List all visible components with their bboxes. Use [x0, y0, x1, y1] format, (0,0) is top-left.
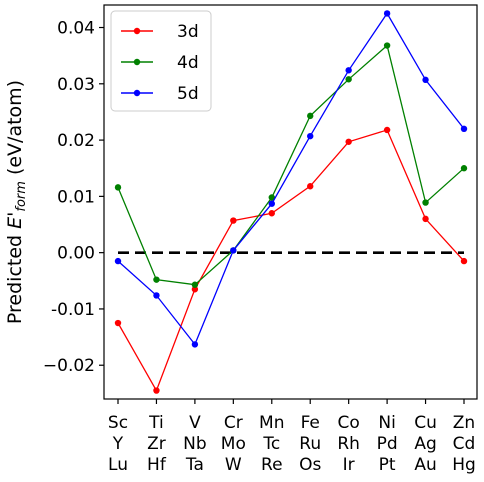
x-tick-label: Rh [337, 434, 360, 454]
y-tick-label: 0.01 [57, 187, 95, 207]
x-tick-label: Os [299, 455, 321, 475]
legend-label-5d: 5d [177, 84, 199, 104]
data-point-4d [307, 112, 314, 120]
legend-marker-4d [133, 58, 141, 66]
plot-area-border [103, 4, 478, 400]
data-point-5d [230, 247, 237, 254]
data-point-4d [114, 184, 122, 191]
data-point-5d [191, 341, 199, 348]
x-tick-label: Zn [453, 413, 475, 433]
data-point-5d [114, 257, 122, 265]
data-point-3d [114, 319, 122, 327]
x-tick-label: V [189, 413, 201, 433]
data-point-5d [460, 125, 468, 133]
x-tick-label: Nb [183, 434, 207, 454]
x-tick-label: Co [338, 413, 360, 433]
y-tick-label: 0.04 [57, 19, 95, 39]
x-tick-label: Ag [414, 434, 436, 454]
y-axis-label: Predicted E'form (eV/atom) [4, 80, 29, 324]
data-point-3d [153, 387, 160, 394]
y-tick-label: 0.02 [57, 131, 95, 151]
data-point-4d [345, 76, 352, 83]
series-layer [114, 10, 468, 394]
x-tick-label: Au [414, 455, 436, 475]
y-axis: 0.04 0.03 0.02 0.01 0.00 -0.01 −0.02 [43, 19, 104, 376]
x-tick-label: Mo [221, 434, 246, 454]
y-axis-title-prefix: Predicted [4, 229, 26, 324]
x-tick-label: Ru [299, 434, 321, 454]
data-point-5d [345, 67, 352, 74]
legend-label-3d: 3d [177, 22, 199, 42]
data-point-3d [345, 138, 352, 145]
data-point-4d [153, 276, 160, 283]
data-point-5d [383, 10, 391, 17]
data-point-3d [422, 215, 429, 223]
y-tick-label: 0.00 [57, 244, 95, 264]
data-point-4d [460, 165, 468, 172]
x-tick-label: Ti [148, 413, 164, 433]
data-point-4d [191, 281, 199, 288]
data-point-5d [307, 132, 314, 140]
data-point-4d [383, 42, 391, 49]
x-tick-label: Ir [343, 455, 355, 475]
x-tick-label: Ni [378, 413, 395, 433]
y-tick-label: −0.02 [43, 356, 95, 376]
x-tick-label: Tc [262, 434, 280, 454]
data-point-3d [230, 217, 237, 224]
data-point-4d [422, 199, 429, 206]
x-tick-label: Y [112, 434, 124, 454]
y-axis-title-suffix: (eV/atom) [4, 80, 26, 181]
x-tick-label: Fe [301, 413, 320, 433]
series-4d [114, 42, 468, 288]
data-point-5d [268, 200, 275, 207]
data-point-3d [191, 286, 199, 293]
x-tick-label: Mn [259, 413, 284, 433]
y-tick-label: -0.01 [51, 300, 95, 320]
data-point-4d [268, 194, 275, 201]
series-line-5d [117, 12, 465, 346]
y-tick-label: 0.03 [57, 75, 95, 95]
legend-box [110, 10, 212, 112]
data-point-3d [307, 183, 314, 190]
x-tick-label: Sc [108, 413, 128, 433]
x-tick-label: Ta [185, 455, 204, 475]
x-tick-label: W [225, 455, 242, 475]
y-axis-title-symbol: E' [4, 212, 26, 229]
x-tick-label: Zr [147, 434, 166, 454]
plot-frame [103, 4, 478, 400]
legend: 3d 4d 5d [110, 10, 212, 112]
y-axis-title-subscript: form [14, 181, 29, 212]
data-point-3d [383, 126, 391, 134]
x-tick-label: Hf [147, 455, 167, 475]
data-point-3d [460, 257, 468, 265]
x-tick-label: Cd [453, 434, 476, 454]
y-axis-title: Predicted E'form (eV/atom) [4, 80, 29, 324]
series-line-3d [117, 129, 465, 393]
series-line-4d [117, 44, 465, 286]
series-3d [114, 126, 468, 394]
x-tick-label: Pt [379, 455, 396, 475]
series-5d [114, 10, 468, 348]
legend-marker-5d [133, 89, 141, 97]
legend-label-4d: 4d [177, 53, 199, 73]
data-point-3d [268, 210, 275, 217]
x-tick-label: Cr [224, 413, 243, 433]
data-point-5d [422, 76, 429, 84]
x-tick-label: Re [261, 455, 283, 475]
data-point-5d [153, 292, 160, 299]
x-tick-label: Pd [377, 434, 398, 454]
x-tick-label: Lu [108, 455, 128, 475]
x-tick-label: Cu [414, 413, 437, 433]
x-tick-label: Hg [452, 455, 476, 475]
legend-marker-3d [133, 27, 141, 35]
